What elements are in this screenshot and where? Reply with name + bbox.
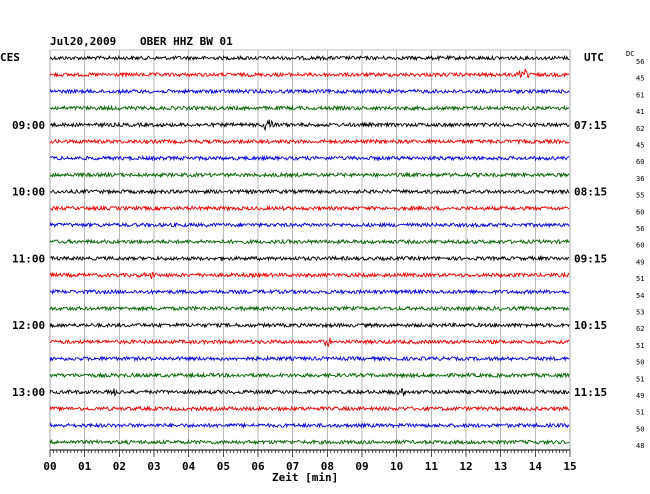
right-time-label: 08:15 [574, 186, 607, 199]
dc-value: 51 [636, 275, 644, 283]
dc-value: 50 [636, 425, 644, 433]
time-axis: 00 01 02 03 04 05 06 07 08 09 10 11 12 13 14 15 [43, 449, 577, 473]
trace-line [49, 238, 570, 246]
minute-grid [49, 49, 571, 451]
trace-line [49, 188, 570, 196]
x-tick-label: 00 [43, 460, 56, 473]
right-time-label: 10:15 [574, 319, 607, 332]
right-time-label: 09:15 [574, 252, 607, 265]
right-time-label: 07:15 [574, 119, 607, 132]
dc-value: 60 [636, 242, 644, 250]
x-tick-label: 14 [529, 460, 543, 473]
trace-line [49, 271, 570, 280]
x-tick-label: 06 [251, 460, 265, 473]
x-tick-label: 11 [425, 460, 439, 473]
dc-value: 41 [636, 108, 644, 116]
dc-value: 45 [636, 75, 644, 83]
trace-line [49, 255, 570, 262]
x-tick-label: 01 [78, 460, 92, 473]
dc-value: 54 [636, 292, 644, 300]
trace-line [49, 154, 570, 162]
x-tick-label: 03 [147, 460, 160, 473]
dc-value: 62 [636, 125, 644, 133]
trace-line [49, 288, 570, 296]
x-tick-label: 02 [113, 460, 126, 473]
dc-value: 56 [636, 58, 644, 66]
left-time-label: 10:00 [12, 186, 45, 199]
dc-value: 51 [636, 409, 644, 417]
dc-value: 45 [636, 142, 644, 150]
left-time-label: 13:00 [12, 386, 45, 399]
x-tick-label: 05 [217, 460, 230, 473]
dc-value: 51 [636, 375, 644, 383]
x-tick-label: 08 [321, 460, 334, 473]
dc-value: 55 [636, 192, 644, 200]
trace-line [49, 371, 570, 379]
left-time-label: 11:00 [12, 252, 45, 265]
x-tick-label: 13 [494, 460, 507, 473]
dc-value: 49 [636, 258, 644, 266]
dc-value: 62 [636, 325, 644, 333]
seismic-traces [49, 54, 570, 446]
dc-value: 36 [636, 175, 644, 183]
trace-line [49, 355, 570, 363]
trace-line [49, 54, 570, 62]
right-time-label: 11:15 [574, 386, 607, 399]
dc-value: 60 [636, 208, 644, 216]
left-time-label: 09:00 [12, 119, 45, 132]
trace-line [49, 421, 570, 429]
trace-line [49, 104, 570, 112]
trace-line [49, 321, 570, 329]
x-axis-label: Zeit [min] [272, 471, 338, 484]
trace-line [49, 171, 570, 179]
time-labels: 09:00 10:00 11:00 12:00 13:00 07:15 08:15 09:15… [12, 58, 644, 450]
dc-label: DC [626, 50, 634, 58]
left-time-label: 12:00 [12, 319, 45, 332]
dc-value: 61 [636, 91, 644, 99]
trace-line [49, 405, 570, 413]
dc-value: 48 [636, 442, 644, 450]
trace-line [49, 387, 570, 397]
dc-value: 60 [636, 158, 644, 166]
trace-line [49, 438, 570, 446]
dc-value: 56 [636, 225, 644, 233]
trace-line [49, 337, 570, 347]
dc-value: 53 [636, 309, 644, 317]
date-label: Jul20,2009 [50, 35, 116, 48]
trace-line [49, 138, 570, 146]
dc-value: 49 [636, 392, 644, 400]
x-tick-label: 10 [390, 460, 403, 473]
trace-line [49, 68, 570, 79]
x-tick-label: 09 [355, 460, 368, 473]
trace-line [49, 221, 570, 229]
x-tick-label: 12 [459, 460, 472, 473]
trace-line [49, 87, 570, 95]
trace-line [49, 119, 570, 131]
trace-line [49, 305, 570, 312]
dc-value: 51 [636, 342, 644, 350]
station-label: OBER HHZ BW 01 [140, 35, 233, 48]
x-tick-label: 04 [182, 460, 196, 473]
x-tick-label: 15 [563, 460, 576, 473]
dc-value: 50 [636, 359, 644, 367]
x-tick-label: 07 [286, 460, 299, 473]
left-timezone-label: CES [0, 51, 20, 64]
right-timezone-label: UTC [584, 51, 604, 64]
trace-line [49, 204, 570, 212]
